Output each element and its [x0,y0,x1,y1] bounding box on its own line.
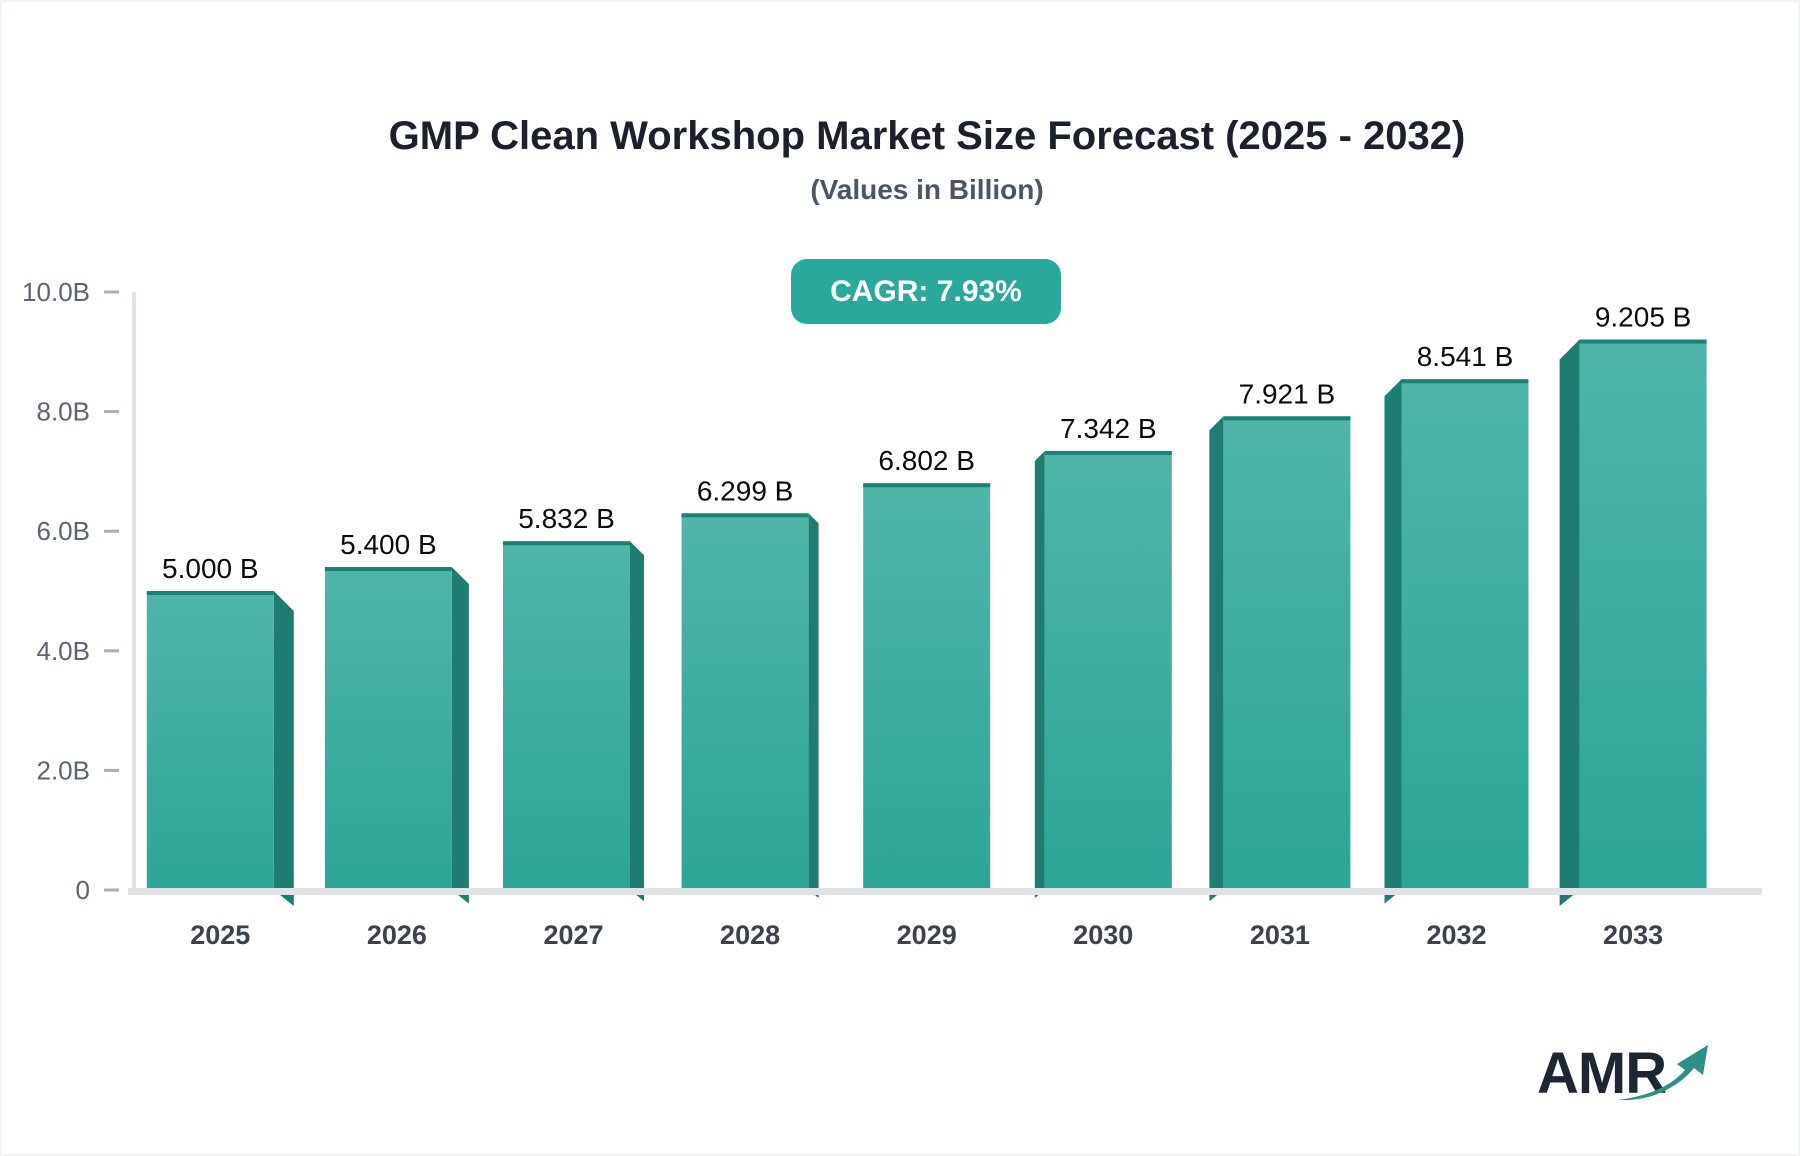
bar-front-face [1579,339,1707,892]
x-tick-label: 2027 [543,920,603,950]
bar-2031 [1209,416,1351,902]
bar-value-label: 5.400 B [340,529,437,560]
axis-layer [104,290,1762,895]
y-tick-label: 0 [76,875,90,905]
bars-layer [146,339,1707,906]
x-axis-line [128,888,1762,895]
bar-top-edge [1579,339,1707,344]
bar-value-label: 6.299 B [697,475,794,506]
y-tick-label: 8.0B [37,397,91,427]
bar-top-edge [681,513,809,518]
bar-front-face [863,483,991,892]
y-tick-label: 6.0B [37,516,91,546]
labels-layer: 5.000 B 2025 5.400 B 2026 5.832 B 2027 6.299 B… [22,277,1691,950]
cagr-badge: CAGR: 7.93% [791,259,1061,324]
y-tick-mark [104,768,119,772]
bar-side-face [1034,450,1045,898]
bar-2025 [146,591,294,906]
bar-value-label: 7.921 B [1239,378,1336,409]
x-tick-label: 2033 [1603,920,1663,950]
y-tick-mark [104,290,119,294]
y-tick-mark [104,410,119,414]
bar-front-face [681,513,809,892]
y-tick-label: 2.0B [37,755,91,785]
bar-value-label: 6.802 B [878,445,975,476]
bar-front-face [503,541,630,892]
bar-2032 [1384,379,1529,904]
bar-value-label: 8.541 B [1417,341,1514,372]
bar-front-face [1401,379,1529,893]
chart-subtitle: (Values in Billion) [810,174,1044,205]
bar-2028 [681,513,819,898]
y-tick-label: 4.0B [37,636,91,666]
amr-logo: AMR [1527,1030,1747,1120]
bar-value-label: 5.832 B [518,503,615,534]
bar-side-face [1384,379,1402,904]
y-axis-line [132,292,136,894]
growth-arrow-icon [1617,1045,1708,1101]
y-tick-mark [104,888,119,892]
bar-2027 [503,541,644,902]
bar-2026 [324,567,469,904]
x-tick-label: 2028 [720,920,780,950]
bar-top-edge [863,483,991,488]
x-tick-label: 2031 [1250,920,1310,950]
bar-top-edge [324,567,452,572]
bar-top-edge [1044,450,1172,455]
bar-top-edge [1401,379,1529,384]
bar-value-label: 9.205 B [1595,302,1692,333]
bar-side-face [1559,339,1580,906]
bar-front-face [324,567,452,892]
bar-top-edge [146,591,274,595]
y-tick-mark [104,649,119,653]
bar-front-face [1044,450,1172,892]
x-tick-label: 2026 [367,920,427,950]
bar-side-face [1209,416,1224,902]
x-tick-label: 2025 [190,920,250,950]
bar-front-face [1223,416,1351,892]
y-tick-label: 10.0B [22,277,90,307]
bar-top-edge [1223,416,1351,421]
x-tick-label: 2029 [897,920,957,950]
y-tick-mark [104,529,119,533]
bar-front-face [146,591,274,892]
x-tick-label: 2030 [1073,920,1133,950]
bar-2029 [863,483,991,892]
bar-side-face [630,541,644,902]
x-tick-label: 2032 [1426,920,1486,950]
bar-side-face [273,591,294,906]
cagr-badge-label: CAGR: 7.93% [830,274,1022,308]
chart-title: GMP Clean Workshop Market Size Forecast … [388,114,1466,158]
bar-side-face [451,567,469,904]
bar-value-label: 7.342 B [1060,413,1157,444]
bar-top-edge [503,541,630,546]
bar-value-label: 5.000 B [162,553,259,584]
bar-2030 [1034,450,1172,898]
bar-side-face [808,513,819,898]
bar-2033 [1559,339,1707,906]
